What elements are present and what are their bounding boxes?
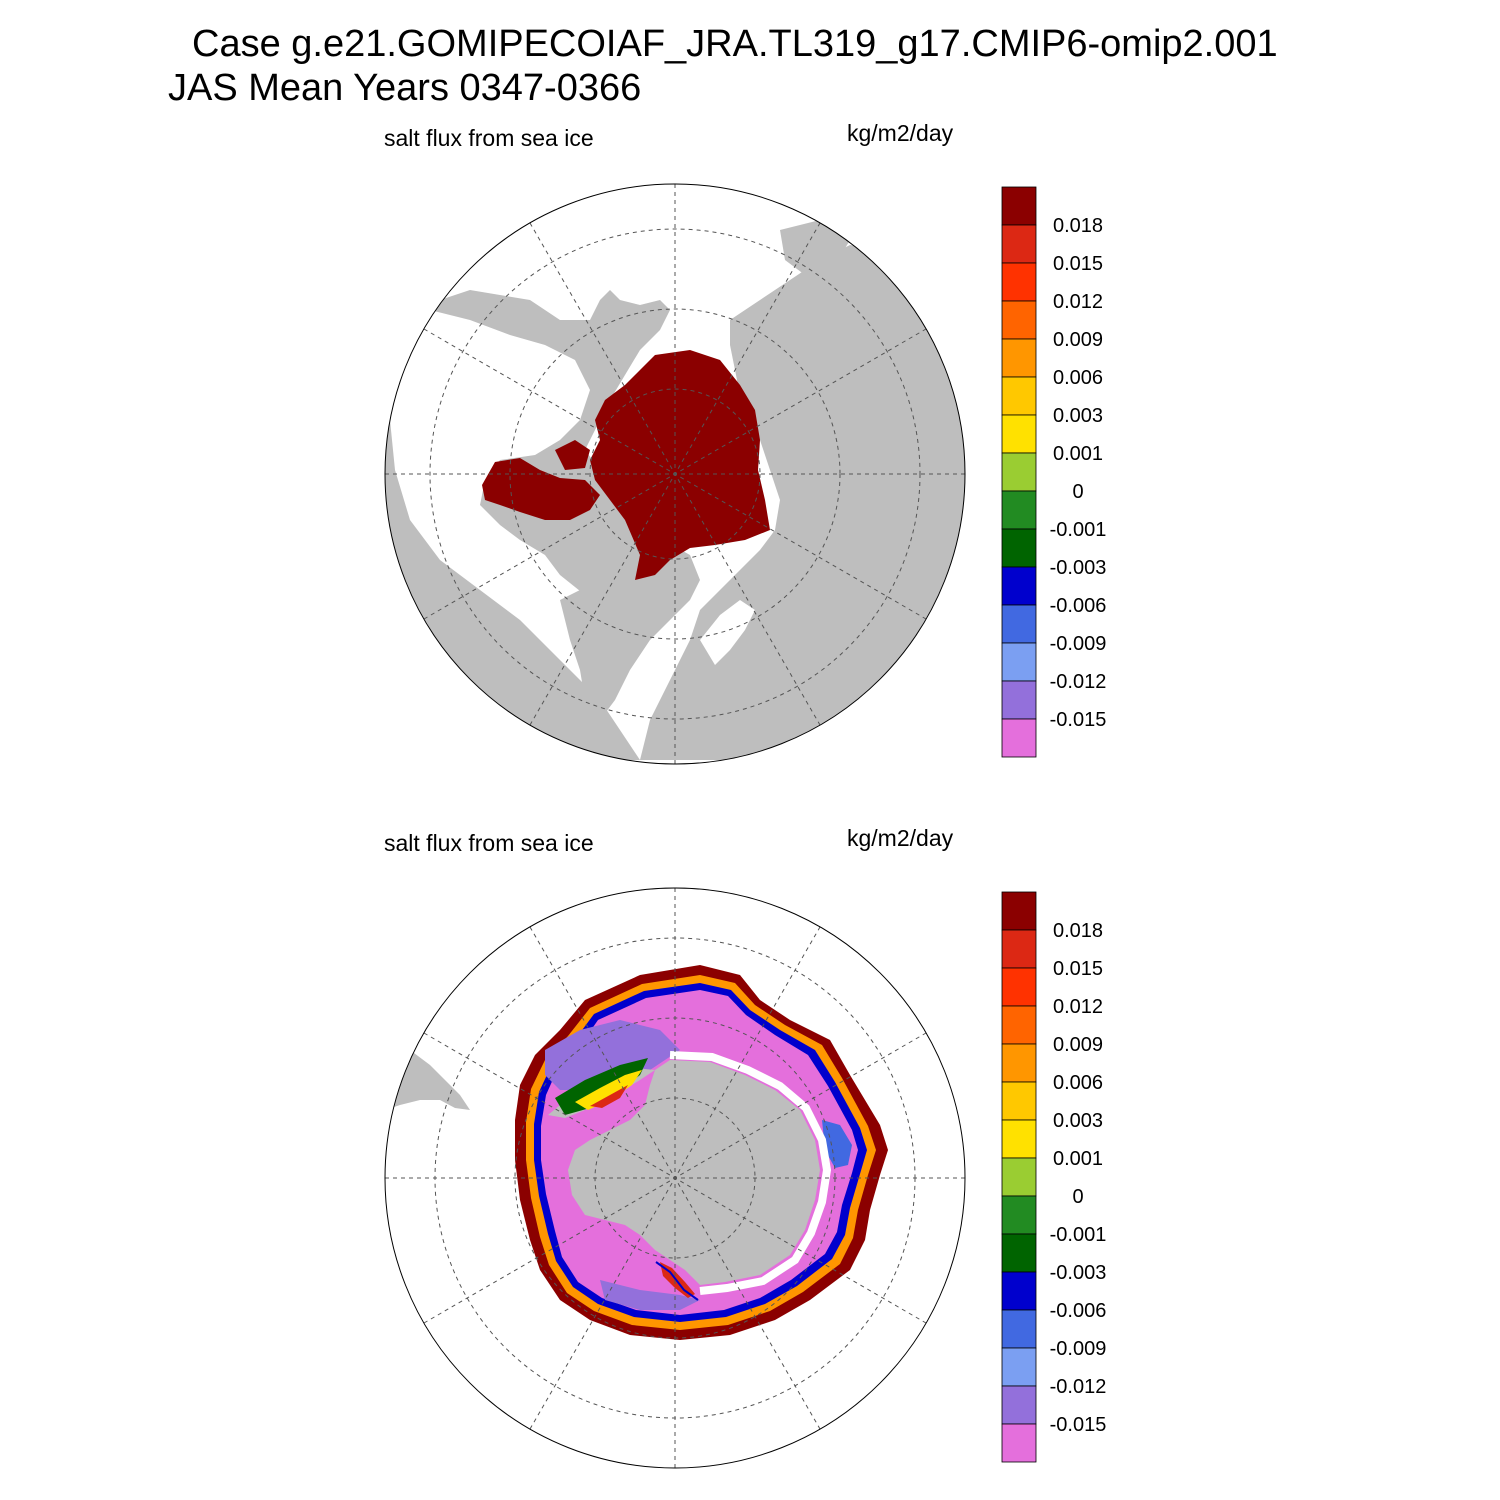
colorbar-tick-label: 0.006 bbox=[1053, 1072, 1103, 1094]
colorbar-tick-label: -0.003 bbox=[1050, 1262, 1107, 1284]
colorbar-box bbox=[1001, 718, 1037, 758]
panel-2-units-label: kg/m2/day bbox=[847, 825, 954, 851]
colorbar-tick-label: 0.015 bbox=[1053, 253, 1103, 275]
colorbar-box bbox=[1001, 566, 1037, 606]
panel-1-left-label: salt flux from sea ice bbox=[384, 125, 594, 151]
colorbar-north: 0.018 0.015 0.012 0.009 0.006 0.003 0.001 0 -0.0… bbox=[1001, 186, 1107, 758]
colorbar-tick-label: 0.012 bbox=[1053, 291, 1103, 313]
north-sea-ice-hudson bbox=[482, 458, 600, 520]
colorbar-box bbox=[1001, 1347, 1037, 1387]
south-polar-map bbox=[384, 887, 966, 1469]
south-coastal-polynya bbox=[669, 1051, 832, 1295]
colorbar-tick-label: 0.009 bbox=[1053, 1034, 1103, 1056]
south-weddell-feature-yellow bbox=[575, 1070, 642, 1110]
colorbar-tick-label: 0.003 bbox=[1053, 1110, 1103, 1132]
colorbar-box bbox=[1001, 1081, 1037, 1121]
panel-1-units-label: kg/m2/day bbox=[847, 120, 954, 146]
colorbar-box bbox=[1001, 1385, 1037, 1425]
land-iceland bbox=[620, 592, 648, 612]
land-greenland bbox=[560, 540, 700, 720]
land-antarctica bbox=[568, 1060, 820, 1285]
colorbar-box bbox=[1001, 490, 1037, 530]
colorbar-box bbox=[1001, 1043, 1037, 1083]
colorbar-tick-label: -0.012 bbox=[1050, 671, 1107, 693]
colorbar-box bbox=[1001, 642, 1037, 682]
south-ice-purple-ross bbox=[600, 1280, 700, 1310]
colorbar-tick-label: 0.001 bbox=[1053, 1148, 1103, 1170]
colorbar-box bbox=[1001, 338, 1037, 378]
colorbar-tick-label: -0.001 bbox=[1050, 519, 1107, 541]
south-graticule bbox=[385, 888, 965, 1468]
figure-title-line-2: JAS Mean Years 0347-0366 bbox=[168, 67, 642, 109]
colorbar-tick-label: -0.001 bbox=[1050, 1224, 1107, 1246]
south-weddell-feature-red bbox=[590, 1085, 628, 1108]
colorbar-box bbox=[1001, 414, 1037, 454]
north-sea-ice-archipelago bbox=[555, 440, 590, 470]
colorbar-box bbox=[1001, 1119, 1037, 1159]
colorbar-tick-label: 0 bbox=[1072, 481, 1083, 503]
colorbar-tick-label: 0.006 bbox=[1053, 367, 1103, 389]
south-ice-purple-weddell bbox=[545, 1020, 680, 1090]
colorbar-tick-label: 0.018 bbox=[1053, 215, 1103, 237]
colorbar-box bbox=[1001, 1233, 1037, 1273]
colorbar-box bbox=[1001, 604, 1037, 644]
colorbar-box bbox=[1001, 528, 1037, 568]
colorbar-tick-label: -0.006 bbox=[1050, 1300, 1107, 1322]
colorbar-box bbox=[1001, 224, 1037, 264]
colorbar-box bbox=[1001, 300, 1037, 340]
south-ice-blue-east bbox=[822, 1120, 852, 1168]
north-sea-ice-arctic bbox=[590, 350, 770, 580]
colorbar-south: 0.018 0.015 0.012 0.009 0.006 0.003 0.001 0 -0.0… bbox=[1001, 891, 1107, 1463]
colorbar-box bbox=[1001, 680, 1037, 720]
colorbar-tick-label: 0.001 bbox=[1053, 443, 1103, 465]
colorbar-tick-label: -0.009 bbox=[1050, 1338, 1107, 1360]
south-ross-feature-blue bbox=[655, 1261, 699, 1301]
colorbar-box bbox=[1001, 452, 1037, 492]
colorbar-box bbox=[1001, 186, 1037, 226]
colorbar-box bbox=[1001, 967, 1037, 1007]
colorbar-box bbox=[1001, 1005, 1037, 1045]
colorbar-box bbox=[1001, 1271, 1037, 1311]
colorbar-tick-label: -0.003 bbox=[1050, 557, 1107, 579]
colorbar-tick-label: 0.012 bbox=[1053, 996, 1103, 1018]
land-north-america bbox=[385, 290, 672, 760]
colorbar-box bbox=[1001, 891, 1037, 931]
colorbar-box bbox=[1001, 1309, 1037, 1349]
colorbar-tick-label: 0.009 bbox=[1053, 329, 1103, 351]
colorbar-box bbox=[1001, 1157, 1037, 1197]
colorbar-tick-label: 0 bbox=[1072, 1186, 1083, 1208]
colorbar-tick-label: -0.015 bbox=[1050, 709, 1107, 731]
colorbar-tick-label: -0.015 bbox=[1050, 1414, 1107, 1436]
colorbar-box bbox=[1001, 1195, 1037, 1235]
water-baltic bbox=[700, 600, 755, 665]
north-polar-map bbox=[384, 183, 966, 765]
colorbar-tick-label: -0.009 bbox=[1050, 633, 1107, 655]
colorbar-tick-label: 0.003 bbox=[1053, 405, 1103, 427]
colorbar-tick-label: 0.018 bbox=[1053, 920, 1103, 942]
north-graticule bbox=[385, 184, 965, 764]
figure-title-line-1: Case g.e21.GOMIPECOIAF_JRA.TL319_g17.CMI… bbox=[192, 23, 1278, 65]
colorbar-tick-label: 0.015 bbox=[1053, 958, 1103, 980]
colorbar-tick-label: -0.012 bbox=[1050, 1376, 1107, 1398]
colorbar-box bbox=[1001, 262, 1037, 302]
colorbar-box bbox=[1001, 1423, 1037, 1463]
colorbar-box bbox=[1001, 376, 1037, 416]
colorbar-tick-label: -0.006 bbox=[1050, 595, 1107, 617]
colorbar-box bbox=[1001, 929, 1037, 969]
panel-2-left-label: salt flux from sea ice bbox=[384, 830, 594, 856]
